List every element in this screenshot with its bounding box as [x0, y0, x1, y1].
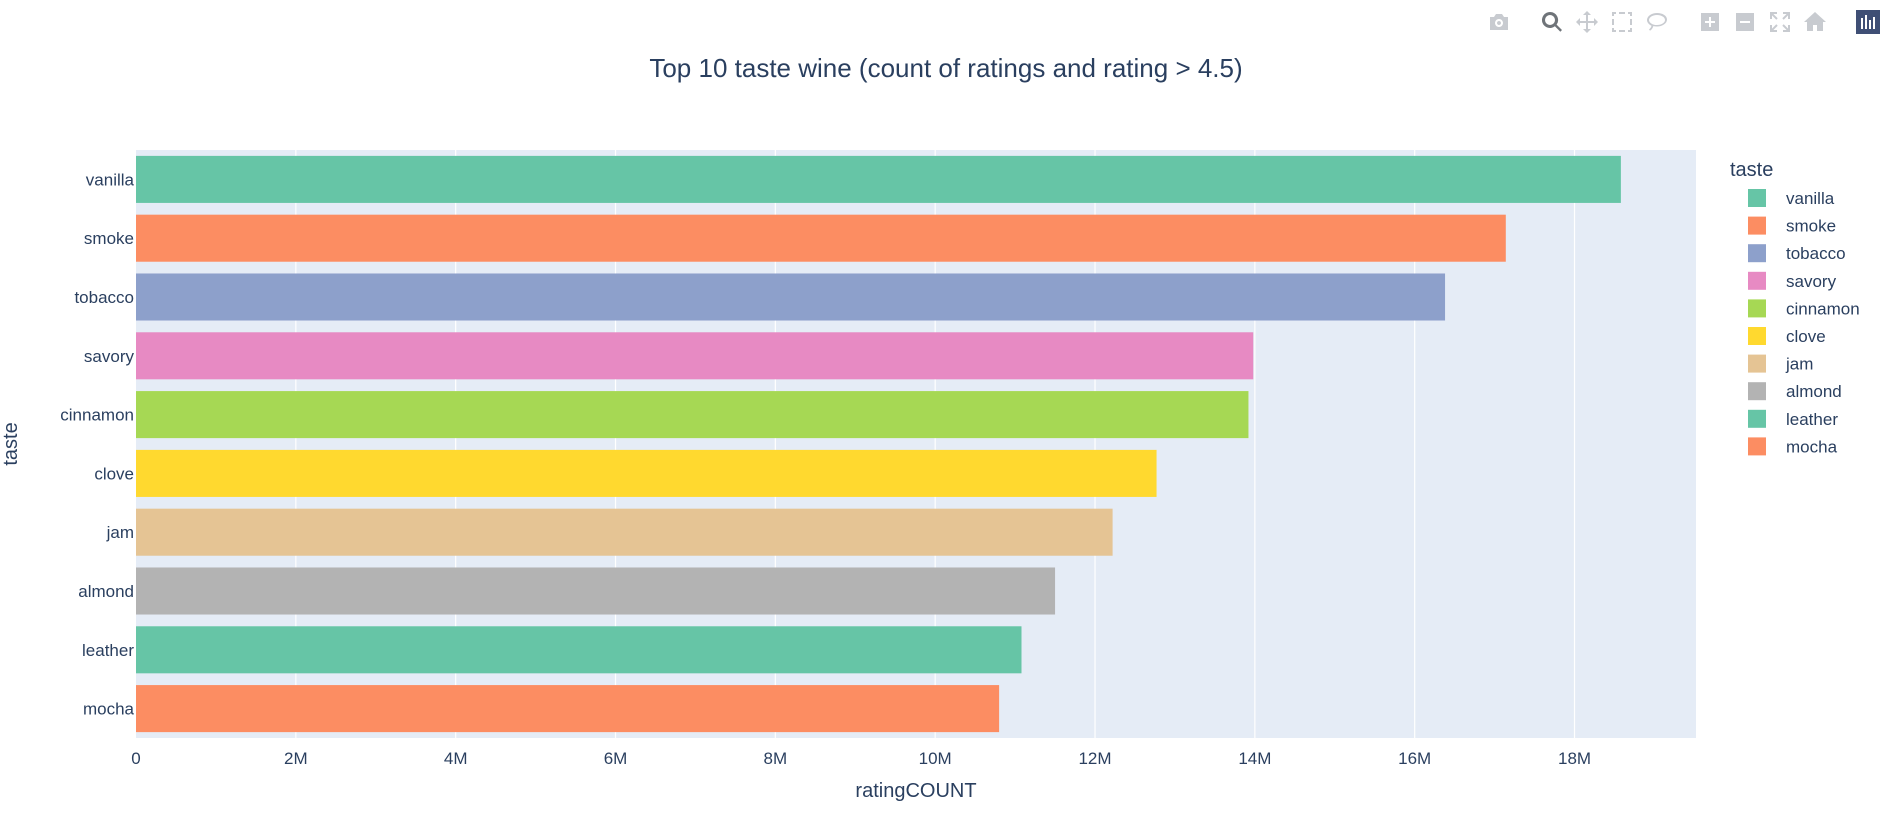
x-tick-label: 6M	[604, 749, 628, 768]
box-select-icon[interactable]	[1604, 8, 1639, 36]
zoom-out-icon[interactable]	[1727, 8, 1762, 36]
camera-icon[interactable]	[1481, 8, 1516, 36]
chart-title: Top 10 taste wine (count of ratings and …	[649, 53, 1242, 83]
y-tick-label: mocha	[83, 700, 135, 719]
y-tick-label: clove	[94, 464, 134, 483]
legend-item-savory[interactable]: savory	[1748, 271, 1837, 291]
x-tick-label: 8M	[764, 749, 788, 768]
legend-item-jam[interactable]: jam	[1748, 354, 1813, 374]
y-tick-labels: vanilla smoke tobacco savory cinnamon clove ja…	[60, 170, 134, 718]
home-icon[interactable]	[1797, 8, 1832, 36]
zoom-icon[interactable]	[1534, 8, 1569, 36]
legend-label: mocha	[1786, 437, 1838, 456]
y-axis-title: taste	[0, 422, 22, 465]
legend-item-almond[interactable]: almond	[1748, 382, 1842, 401]
x-tick-label: 10M	[919, 749, 952, 768]
legend-label: clove	[1786, 327, 1826, 346]
x-tick-label: 0	[131, 749, 140, 768]
plotly-logo-icon[interactable]	[1850, 8, 1885, 36]
legend-item-vanilla[interactable]: vanilla	[1748, 189, 1835, 208]
legend-label: smoke	[1786, 217, 1836, 236]
legend-label: jam	[1785, 355, 1813, 374]
legend-swatch	[1748, 437, 1766, 456]
legend-item-tobacco[interactable]: tobacco	[1748, 244, 1846, 263]
y-tick-label: almond	[78, 582, 134, 601]
legend-swatch	[1748, 244, 1766, 263]
bar-tobacco[interactable]	[136, 273, 1446, 321]
lasso-icon[interactable]	[1639, 8, 1674, 36]
y-tick-label: jam	[106, 523, 134, 542]
legend-item-clove[interactable]: clove	[1748, 327, 1826, 346]
x-tick-label: 18M	[1558, 749, 1591, 768]
legend-swatch	[1748, 409, 1766, 428]
modebar	[1481, 8, 1885, 36]
legend-item-leather[interactable]: leather	[1748, 409, 1838, 429]
bar-almond[interactable]	[136, 567, 1056, 615]
legend-label: cinnamon	[1786, 299, 1860, 318]
legend-swatch	[1748, 354, 1766, 373]
legend-label: vanilla	[1786, 189, 1835, 208]
legend-label: tobacco	[1786, 244, 1846, 263]
legend-swatch	[1748, 299, 1766, 318]
bar-smoke[interactable]	[136, 214, 1506, 262]
bar-cinnamon[interactable]	[136, 391, 1249, 439]
legend-swatch	[1748, 189, 1766, 207]
legend-label: almond	[1786, 382, 1842, 401]
x-tick-labels: 0 2M 4M 6M 8M 10M 12M 14M 16M 18M	[131, 749, 1591, 768]
x-tick-label: 4M	[444, 749, 468, 768]
legend-item-cinnamon[interactable]: cinnamon	[1748, 299, 1860, 318]
pan-icon[interactable]	[1569, 8, 1604, 36]
x-tick-label: 2M	[284, 749, 308, 768]
bar-vanilla[interactable]	[136, 155, 1621, 203]
bars	[136, 155, 1621, 733]
zoom-in-icon[interactable]	[1692, 8, 1727, 36]
y-tick-label: vanilla	[86, 170, 135, 189]
y-tick-label: smoke	[84, 229, 134, 248]
legend-title: taste	[1730, 159, 1773, 181]
legend-swatch	[1748, 382, 1766, 401]
legend: taste vanilla smoke tobacco savory cinnamon c…	[1730, 159, 1860, 456]
bar-leather[interactable]	[136, 626, 1022, 674]
bar-jam[interactable]	[136, 508, 1113, 556]
legend-swatch	[1748, 327, 1766, 345]
y-tick-label: leather	[82, 641, 134, 660]
x-tick-label: 12M	[1078, 749, 1111, 768]
legend-label: savory	[1786, 272, 1837, 291]
x-axis-title: ratingCOUNT	[855, 780, 976, 802]
legend-item-smoke[interactable]: smoke	[1748, 216, 1836, 236]
bar-savory[interactable]	[136, 332, 1254, 380]
autoscale-icon[interactable]	[1762, 8, 1797, 36]
legend-item-mocha[interactable]: mocha	[1748, 437, 1838, 456]
y-tick-label: cinnamon	[60, 406, 134, 425]
y-tick-label: savory	[84, 347, 135, 366]
x-tick-label: 14M	[1238, 749, 1271, 768]
bar-mocha[interactable]	[136, 685, 1000, 733]
legend-label: leather	[1786, 410, 1838, 429]
legend-swatch	[1748, 216, 1766, 235]
bar-clove[interactable]	[136, 449, 1157, 497]
x-tick-label: 16M	[1398, 749, 1431, 768]
legend-swatch	[1748, 271, 1766, 290]
y-tick-label: tobacco	[74, 288, 134, 307]
